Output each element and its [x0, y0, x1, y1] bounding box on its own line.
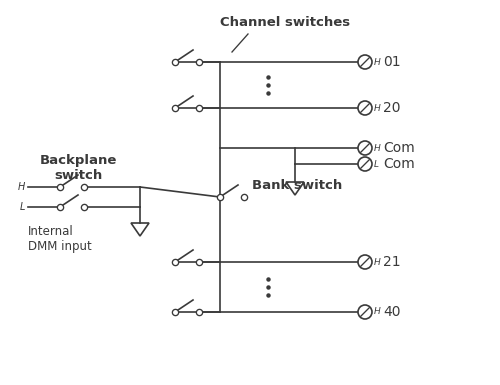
Text: 20: 20 — [383, 101, 400, 115]
Text: Bank switch: Bank switch — [252, 179, 342, 192]
Text: H: H — [18, 182, 25, 192]
Text: 21: 21 — [383, 255, 400, 269]
Text: H: H — [374, 104, 381, 112]
Text: L: L — [374, 159, 379, 169]
Circle shape — [358, 255, 372, 269]
Text: H: H — [374, 144, 381, 152]
Text: H: H — [374, 308, 381, 316]
Text: H: H — [374, 258, 381, 266]
Text: Com: Com — [383, 157, 414, 171]
Circle shape — [358, 101, 372, 115]
Text: Internal
DMM input: Internal DMM input — [28, 225, 92, 253]
Text: L: L — [20, 202, 25, 212]
Circle shape — [358, 305, 372, 319]
Circle shape — [358, 141, 372, 155]
Text: 01: 01 — [383, 55, 400, 69]
Circle shape — [358, 157, 372, 171]
Text: Backplane
switch: Backplane switch — [40, 154, 117, 182]
Text: H: H — [374, 57, 381, 67]
Circle shape — [358, 55, 372, 69]
Text: Com: Com — [383, 141, 414, 155]
Text: 40: 40 — [383, 305, 400, 319]
Text: Channel switches: Channel switches — [220, 15, 350, 28]
